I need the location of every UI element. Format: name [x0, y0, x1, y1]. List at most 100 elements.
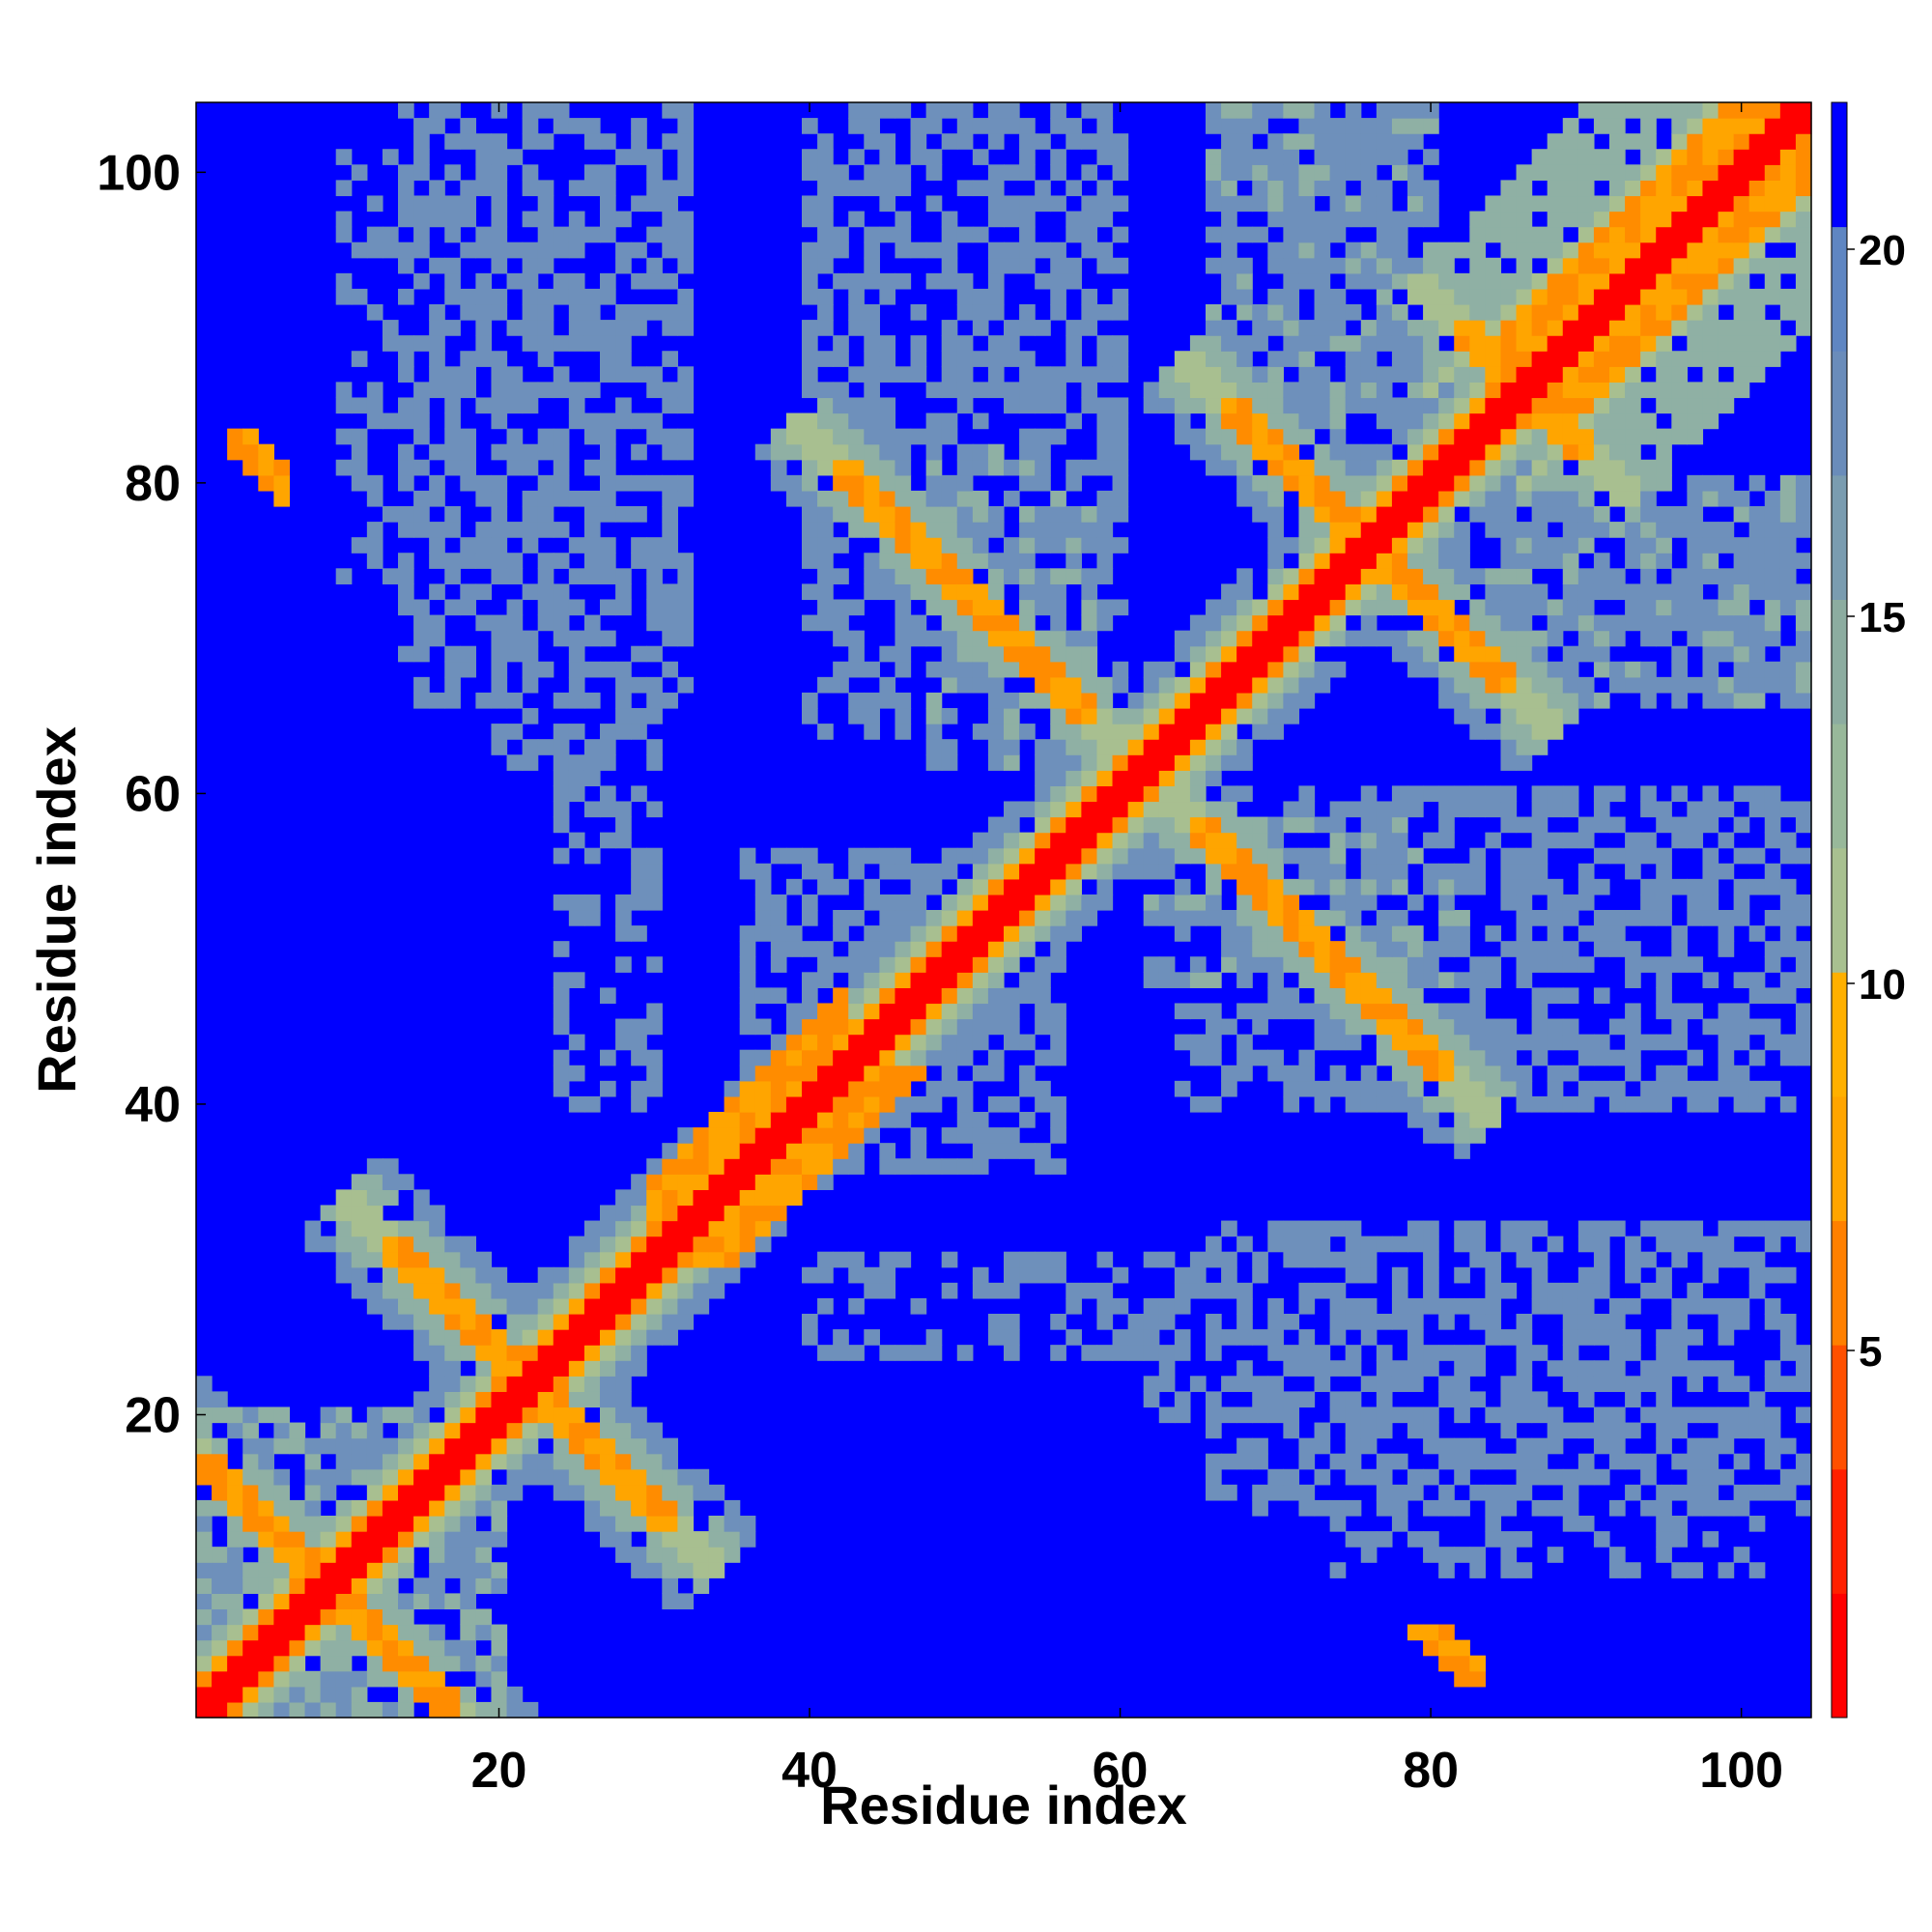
heatmap-cell: [646, 164, 663, 181]
heatmap-cell: [615, 366, 632, 383]
heatmap-cell: [1004, 878, 1020, 895]
heatmap-cell: [553, 1468, 570, 1486]
heatmap-cell: [1764, 816, 1781, 834]
heatmap-cell: [1718, 1499, 1735, 1517]
heatmap-cell: [1019, 863, 1036, 880]
heatmap-cell: [1407, 102, 1424, 119]
heatmap-cell: [1469, 443, 1486, 461]
heatmap-cell: [631, 1205, 647, 1222]
heatmap-cell: [553, 847, 570, 865]
heatmap-cell: [1329, 894, 1347, 911]
heatmap-cell: [1687, 304, 1704, 321]
heatmap-cell: [879, 553, 896, 569]
heatmap-cell: [1562, 506, 1579, 523]
heatmap-cell: [941, 847, 958, 865]
heatmap-cell: [1391, 211, 1408, 228]
heatmap-cell: [366, 1220, 384, 1237]
heatmap-cell: [708, 1220, 725, 1237]
heatmap-cell: [1779, 987, 1797, 1005]
heatmap-cell: [1360, 490, 1378, 507]
heatmap-cell: [600, 272, 616, 290]
heatmap-cell: [475, 288, 493, 305]
heatmap-cell: [1050, 599, 1066, 616]
heatmap-cell: [1329, 1516, 1347, 1532]
heatmap-cell: [1547, 1095, 1564, 1113]
heatmap-cell: [646, 180, 663, 197]
heatmap-cell: [1454, 1376, 1470, 1392]
heatmap-cell: [1158, 863, 1176, 880]
heatmap-cell: [833, 1329, 849, 1346]
heatmap-cell: [1671, 304, 1688, 321]
heatmap-cell: [631, 1516, 647, 1532]
heatmap-cell: [258, 1577, 274, 1594]
heatmap-cell: [1298, 801, 1316, 818]
heatmap-cell: [1485, 490, 1502, 507]
heatmap-cell: [817, 226, 834, 243]
heatmap-cell: [335, 1189, 353, 1207]
heatmap-cell: [1004, 661, 1020, 678]
heatmap-cell: [1718, 320, 1735, 336]
heatmap-cell: [1329, 443, 1347, 461]
heatmap-cell: [1345, 1437, 1362, 1455]
heatmap-cell: [242, 428, 259, 445]
heatmap-cell: [1360, 335, 1378, 352]
heatmap-cell: [1283, 568, 1300, 584]
heatmap-cell: [553, 1406, 570, 1424]
heatmap-cell: [1314, 1220, 1331, 1237]
heatmap-cell: [491, 1453, 508, 1470]
heatmap-cell: [1360, 211, 1378, 228]
heatmap-cell: [1189, 645, 1207, 663]
heatmap-cell: [1298, 785, 1316, 803]
heatmap-cell: [460, 1577, 476, 1594]
heatmap-cell: [460, 180, 476, 197]
heatmap-cell: [1407, 118, 1424, 134]
heatmap-cell: [1531, 1282, 1548, 1299]
heatmap-cell: [1314, 1376, 1331, 1392]
heatmap-cell: [1407, 1112, 1424, 1128]
heatmap-cell: [227, 1547, 243, 1563]
heatmap-cell: [600, 1531, 616, 1548]
heatmap-cell: [553, 630, 570, 647]
heatmap-cell: [864, 257, 880, 274]
heatmap-cell: [1206, 816, 1222, 834]
heatmap-cell: [677, 614, 695, 632]
heatmap-cell: [1221, 645, 1237, 663]
heatmap-cell: [1391, 956, 1408, 973]
heatmap-cell: [770, 459, 787, 476]
heatmap-cell: [1779, 1329, 1797, 1346]
heatmap-cell: [972, 941, 989, 957]
heatmap-cell: [413, 490, 430, 507]
heatmap-cell: [1407, 1314, 1424, 1330]
heatmap-cell: [864, 1127, 880, 1144]
heatmap-cell: [1096, 1251, 1114, 1268]
heatmap-cell: [600, 412, 616, 430]
heatmap-cell: [1547, 474, 1564, 492]
heatmap-cell: [848, 1266, 865, 1284]
heatmap-cell: [1609, 180, 1626, 197]
heatmap-cell: [972, 320, 989, 336]
heatmap-cell: [1795, 226, 1812, 243]
heatmap-cell: [1221, 459, 1237, 476]
heatmap-cell: [1531, 366, 1548, 383]
heatmap-cell: [1547, 956, 1564, 973]
heatmap-cell: [724, 1174, 741, 1190]
heatmap-cell: [366, 1282, 384, 1299]
heatmap-cell: [1391, 645, 1408, 663]
heatmap-cell: [413, 1266, 430, 1284]
heatmap-cell: [956, 288, 974, 305]
heatmap-cell: [1376, 1034, 1393, 1051]
heatmap-cell: [1577, 568, 1595, 584]
heatmap-cell: [242, 1608, 259, 1626]
heatmap-cell: [1640, 1360, 1657, 1377]
heatmap-cell: [429, 1468, 445, 1486]
heatmap-cell: [1329, 956, 1347, 973]
heatmap-cell: [227, 428, 243, 445]
heatmap-cell: [1298, 925, 1316, 942]
heatmap-cell: [1625, 553, 1641, 569]
heatmap-cell: [910, 366, 927, 383]
heatmap-cell: [1345, 987, 1362, 1005]
heatmap-cell: [1345, 568, 1362, 584]
heatmap-cell: [1019, 1080, 1036, 1097]
heatmap-cell: [1423, 118, 1439, 134]
heatmap-cell: [1267, 443, 1284, 461]
